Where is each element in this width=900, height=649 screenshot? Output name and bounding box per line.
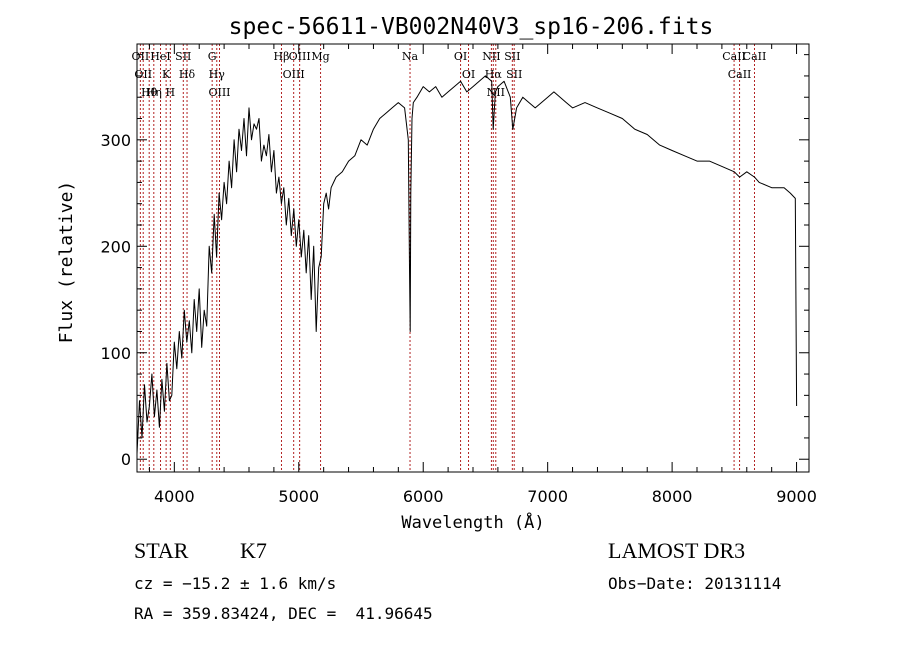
line-marker-label: SII [504,50,520,63]
line-marker-label: Hα [485,68,503,81]
line-marker-label: CaII [743,50,767,63]
line-marker-label: HeI [150,50,170,63]
line-marker-label: SII [506,68,522,81]
line-marker-label: CaII [722,50,746,63]
obs-date: Obs−Date: 20131114 [608,574,782,593]
line-marker-label: OIII [289,50,311,63]
x-tick-label: 5000 [278,487,319,506]
line-marker-label: OI [454,50,467,63]
y-tick-label: 100 [100,344,131,363]
x-axis-ticks: 4000 5000 6000 7000 8000 9000 [148,44,817,506]
object-class: STAR [134,538,189,563]
line-marker-label: Na [402,50,419,63]
x-tick-label: 6000 [403,487,444,506]
line-marker-label: Hβ [274,50,290,63]
y-tick-label: 300 [100,131,131,150]
x-tick-label: 8000 [652,487,693,506]
x-tick-label: 9000 [776,487,817,506]
line-marker-label: OI [462,68,475,81]
survey-name: LAMOST DR3 [608,538,746,563]
y-tick-label: 200 [100,237,131,256]
x-tick-label: 4000 [154,487,195,506]
y-axis-label: Flux (relative) [56,181,77,344]
flux-series [136,75,798,454]
line-marker-label: Hη [146,86,162,99]
chart-title: spec-56611-VB002N40V3_sp16-206.fits [229,14,714,40]
line-marker-label: NII [482,50,500,63]
y-axis-ticks: 0 100 200 300 [100,54,809,469]
line-marker-label: OIII [208,86,230,99]
x-axis-label: Wavelength (Å) [401,511,544,533]
flux-line [136,75,798,454]
line-marker-label: G [208,50,217,63]
line-marker-label: Hγ [209,68,226,81]
line-marker-label: Hδ [179,68,196,81]
line-marker-label: CaII [728,68,752,81]
emission-line-markers [139,44,755,472]
line-marker-label: K [162,68,171,81]
line-marker-label: OII [134,68,152,81]
line-marker-label: H [166,86,176,99]
y-tick-label: 0 [121,450,131,469]
x-tick-label: 7000 [527,487,568,506]
redshift-cz: cz = −15.2 ± 1.6 km/s [134,574,337,593]
plot-frame [136,43,810,473]
line-marker-label: OIII [283,68,305,81]
line-marker-label: OII [132,50,150,63]
line-marker-label: Mg [311,50,329,63]
line-marker-label: SII [175,50,191,63]
line-marker-label: Hθ [141,86,158,99]
coordinates: RA = 359.83424, DEC = 41.96645 [134,604,433,623]
object-subclass: K7 [240,538,267,563]
